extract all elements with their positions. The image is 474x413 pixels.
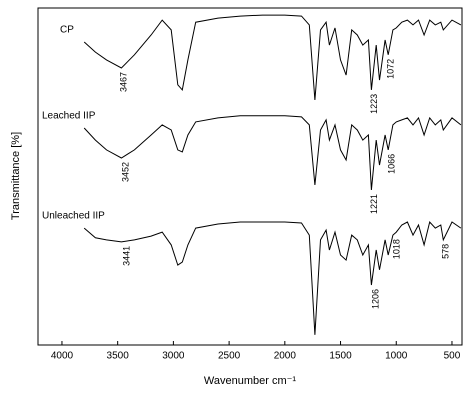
peak-label: 1018 [392, 239, 402, 259]
x-tick-label: 2500 [218, 351, 241, 362]
spectrum-line [83, 115, 462, 191]
x-tick-label: 3500 [107, 351, 130, 362]
series-label: CP [60, 25, 74, 36]
peak-label: 1206 [371, 289, 381, 309]
peak-label: 1223 [369, 94, 379, 114]
series-label: Leached IIP [42, 111, 96, 122]
plot-frame [37, 7, 463, 346]
x-tick-label: 3000 [162, 351, 185, 362]
peak-label: 1072 [386, 59, 396, 79]
x-axis-title: Wavenumber cm⁻¹ [204, 375, 297, 387]
peak-label: 1221 [369, 194, 379, 214]
spectrum-line [83, 14, 462, 101]
x-tick-label: 4000 [51, 351, 74, 362]
peak-label: 3467 [119, 72, 129, 92]
peak-label: 3452 [120, 162, 130, 182]
peak-label: 578 [441, 244, 451, 259]
y-axis-title: Transmittance [%] [10, 132, 22, 220]
x-tick-label: 500 [444, 351, 461, 362]
x-tick-label: 1000 [385, 351, 408, 362]
spectrum-line [83, 220, 462, 335]
x-tick-label: 1500 [329, 351, 352, 362]
x-tick-label: 2000 [274, 351, 297, 362]
peak-label: 3441 [122, 246, 132, 266]
peak-label: 1066 [386, 154, 396, 174]
series-label: Unleached IIP [42, 211, 105, 222]
